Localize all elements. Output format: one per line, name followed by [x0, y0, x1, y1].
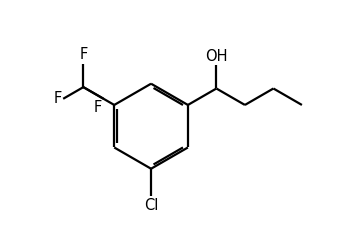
Text: OH: OH: [205, 49, 228, 63]
Text: F: F: [53, 91, 61, 106]
Text: F: F: [79, 47, 87, 62]
Text: F: F: [94, 100, 102, 115]
Text: Cl: Cl: [144, 198, 158, 213]
